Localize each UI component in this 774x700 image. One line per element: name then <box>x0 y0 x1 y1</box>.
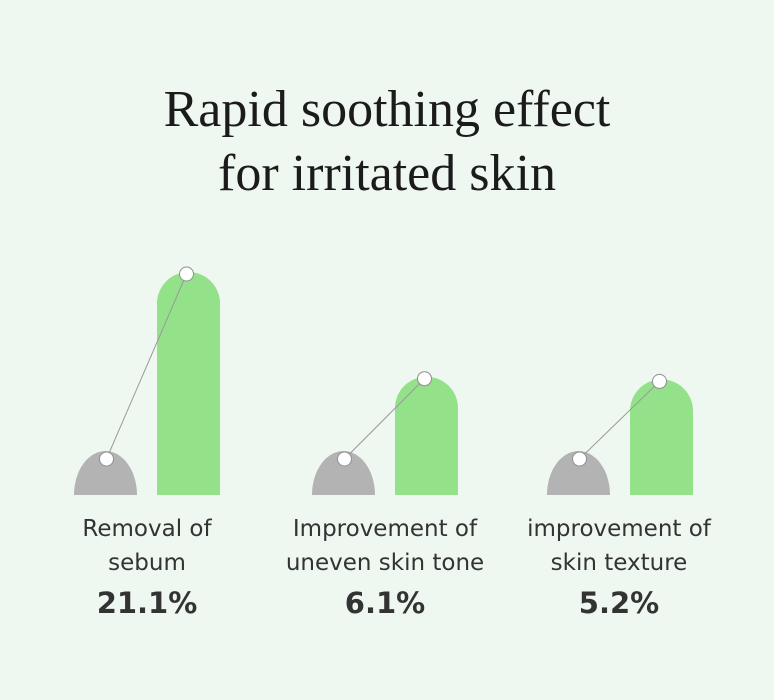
value-label-skin-tone: 6.1% <box>344 586 426 620</box>
chart-title: Rapid soothing effect for irritated skin <box>0 78 774 206</box>
category-label-line: Improvement of <box>292 516 478 542</box>
category-label-line: skin texture <box>550 550 688 576</box>
after-bar <box>157 272 220 495</box>
before-bar <box>74 451 137 495</box>
before-point <box>99 451 114 467</box>
after-point <box>652 373 667 389</box>
after-bar <box>395 376 458 495</box>
title-line-2: for irritated skin <box>218 145 556 202</box>
connector-line <box>344 378 425 460</box>
value-label-skin-texture: 5.2% <box>578 586 660 620</box>
title-line-1: Rapid soothing effect <box>163 81 611 138</box>
before-point <box>572 451 587 467</box>
before-bar <box>312 451 375 495</box>
category-label-skin-texture: improvement of skin texture <box>494 512 744 580</box>
after-point <box>179 266 194 282</box>
category-label-skin-tone: Improvement of uneven skin tone <box>260 512 510 580</box>
connector-line <box>106 273 187 460</box>
after-bar <box>630 379 693 495</box>
category-label-line: Removal of <box>82 516 212 542</box>
category-label-sebum: Removal of sebum <box>22 512 272 580</box>
connector-line <box>579 381 660 460</box>
before-point <box>337 451 352 467</box>
value-label-sebum: 21.1% <box>96 586 198 620</box>
category-label-line: improvement of <box>527 516 711 542</box>
before-bar <box>547 451 610 495</box>
category-label-line: uneven skin tone <box>285 550 485 576</box>
after-point <box>417 371 432 387</box>
category-label-line: sebum <box>108 550 186 576</box>
